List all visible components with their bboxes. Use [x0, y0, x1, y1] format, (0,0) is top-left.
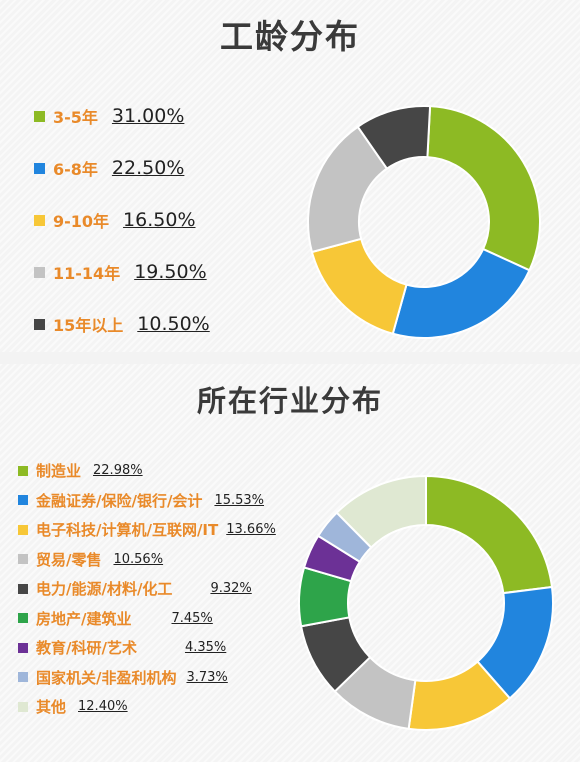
legend-value: 15.53%	[214, 492, 265, 508]
legend-value: 7.45%	[171, 610, 213, 626]
legend-swatch	[18, 495, 28, 505]
legend-label: 房地产/建筑业	[36, 609, 132, 628]
legend-item: 国家机关/非盈利机构 3.73%	[18, 667, 228, 688]
legend-swatch	[34, 214, 45, 226]
donut-slice	[426, 105, 541, 272]
legend-label: 金融证券/保险/银行/会计	[36, 491, 203, 510]
legend-swatch	[34, 266, 45, 278]
legend-item: 其他 12.40%	[18, 696, 128, 717]
legend-value: 13.66%	[226, 522, 276, 537]
legend-label: 15年以上	[53, 316, 124, 335]
legend-swatch	[18, 613, 28, 623]
legend-value: 10.56%	[113, 551, 164, 567]
legend-value: 22.98%	[93, 463, 143, 478]
legend-label: 制造业	[36, 462, 82, 480]
work-years-chart-title: 工龄分布	[220, 17, 360, 56]
legend-item: 制造业 22.98%	[18, 460, 143, 481]
legend-item: 贸易/零售 10.56%	[18, 549, 163, 570]
legend-label: 其他	[36, 698, 67, 716]
work-years-donut-chart	[307, 105, 541, 339]
legend-swatch	[18, 642, 28, 653]
work-years-panel: 工龄分布 3-5年 31.00% 6-8年 22.50% 9-10年 16.50% 11-1…	[0, 0, 580, 352]
legend-swatch	[18, 672, 28, 682]
legend-value: 10.50%	[137, 313, 210, 335]
legend-label: 9-10年	[53, 212, 110, 231]
legend-label: 贸易/零售	[36, 550, 102, 569]
legend-label: 国家机关/非盈利机构	[36, 668, 177, 687]
legend-value: 19.50%	[134, 261, 207, 283]
industry-panel: 所在行业分布 制造业 22.98% 金融证券/保险/银行/会计 15.53% 电子科技/…	[0, 364, 580, 762]
legend-value: 9.32%	[210, 581, 252, 596]
donut-slice	[425, 474, 554, 595]
legend-item: 金融证券/保险/银行/会计 15.53%	[18, 490, 264, 511]
legend-item: 6-8年 22.50%	[34, 156, 184, 180]
legend-label: 电子科技/计算机/互联网/IT	[36, 521, 219, 539]
donut-slice	[335, 474, 427, 549]
legend-swatch	[34, 318, 45, 330]
legend-swatch	[34, 110, 45, 122]
legend-label: 3-5年	[53, 108, 98, 127]
legend-item: 9-10年 16.50%	[34, 208, 196, 232]
legend-swatch	[34, 162, 45, 174]
legend-item: 15年以上 10.50%	[34, 312, 210, 336]
legend-value: 3.73%	[186, 669, 228, 685]
donut-slice	[310, 237, 408, 335]
legend-swatch	[18, 583, 28, 594]
donut-slice	[356, 105, 432, 171]
legend-label: 电力/能源/材料/化工	[36, 580, 173, 598]
legend-swatch	[18, 465, 28, 476]
legend-item: 3-5年 31.00%	[34, 104, 184, 128]
legend-label: 11-14年	[53, 264, 121, 283]
legend-item: 电力/能源/材料/化工 9.32%	[18, 578, 252, 599]
legend-value: 31.00%	[111, 105, 185, 127]
legend-value: 4.35%	[184, 640, 227, 655]
legend-item: 电子科技/计算机/互联网/IT 13.66%	[18, 519, 276, 540]
donut-slice	[391, 247, 531, 339]
legend-item: 教育/科研/艺术 4.35%	[18, 637, 226, 658]
legend-value: 16.50%	[123, 209, 196, 231]
legend-swatch	[18, 554, 28, 564]
legend-value: 12.40%	[78, 699, 128, 714]
legend-swatch	[18, 701, 28, 712]
legend-item: 房地产/建筑业 7.45%	[18, 608, 213, 629]
legend-swatch	[18, 524, 28, 535]
industry-donut-chart	[298, 474, 554, 731]
legend-label: 6-8年	[53, 160, 98, 179]
legend-label: 教育/科研/艺术	[36, 639, 137, 657]
legend-value: 22.50%	[111, 157, 185, 179]
industry-chart-title: 所在行业分布	[196, 384, 383, 418]
legend-item: 11-14年 19.50%	[34, 260, 207, 284]
